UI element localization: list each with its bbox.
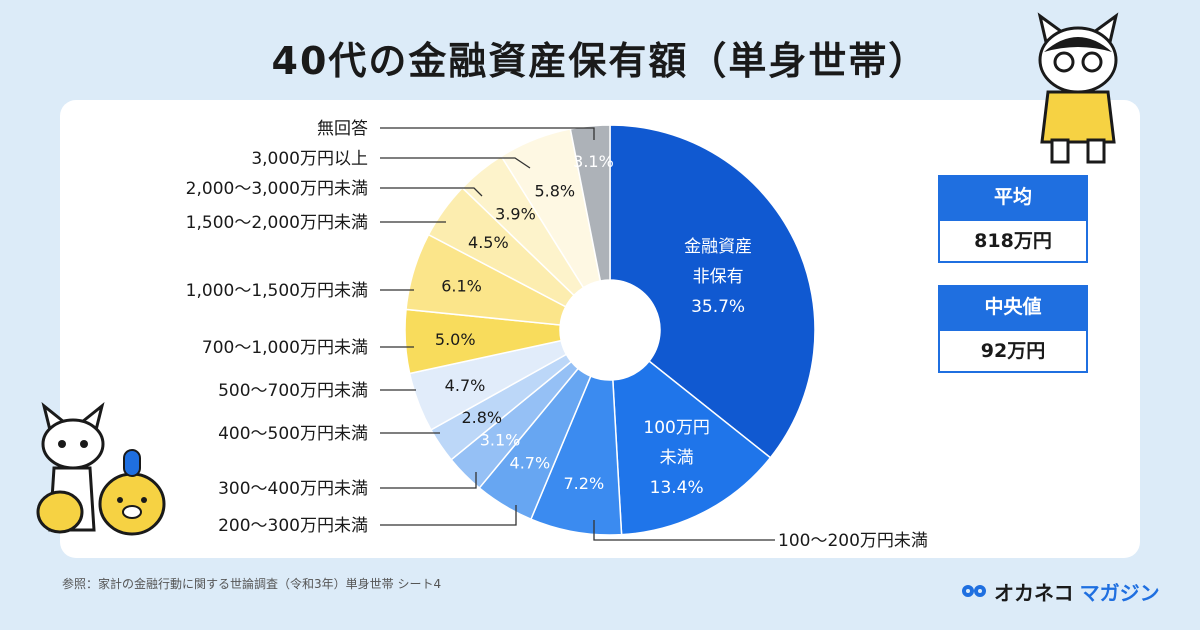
slice-value-label: 4.5% (468, 233, 509, 252)
slice-value-label: 5.8% (534, 182, 575, 201)
category-label: 1,000〜1,500万円未満 (186, 281, 368, 301)
pie-slice (569, 124, 611, 282)
pie-slice (612, 360, 772, 536)
average-label: 平均 (938, 175, 1088, 219)
median-value: 92万円 (938, 329, 1088, 373)
category-label: 200〜300万円未満 (218, 516, 368, 536)
leader-line (380, 187, 483, 197)
slice-inner-label: 35.7% (691, 297, 745, 317)
leader-line (380, 505, 517, 526)
slice-inner-label: 未満 (660, 448, 694, 468)
slice-inner-label: 非保有 (693, 267, 744, 287)
slice-value-label: 2.8% (461, 408, 502, 427)
average-box: 平均 818万円 (938, 175, 1088, 263)
slice-value-label: 3.9% (495, 205, 536, 224)
slice-value-label: 4.7% (445, 376, 486, 395)
cat-piggybank-icon (36, 402, 166, 536)
leader-line (380, 127, 595, 140)
brand-prefix: オカネコ (994, 581, 1074, 605)
slice-value-label: 4.7% (510, 454, 551, 473)
slice-value-label: 6.1% (441, 276, 482, 295)
slice-value-label: 3.1% (573, 152, 614, 171)
leader-line (593, 520, 775, 541)
category-label: 1,500〜2,000万円未満 (186, 213, 368, 233)
slice-inner-label: 13.4% (650, 478, 704, 498)
category-label: 2,000〜3,000万円未満 (186, 179, 368, 199)
category-label: 500〜700万円未満 (218, 381, 368, 401)
average-value: 818万円 (938, 219, 1088, 263)
slice-inner-label: 100万円 (643, 418, 709, 438)
median-box: 中央値 92万円 (938, 285, 1088, 373)
category-label: 100〜200万円未満 (778, 531, 928, 551)
median-label: 中央値 (938, 285, 1088, 329)
slice-value-label: 7.2% (564, 474, 605, 493)
slice-value-label: 3.1% (480, 430, 521, 449)
leader-line (380, 157, 531, 169)
category-label: 無回答 (317, 119, 368, 139)
leader-line (380, 472, 477, 489)
cat-mascot-top-icon (1037, 12, 1119, 164)
brand-logo[interactable]: オカネコ マガジン (962, 577, 1160, 606)
slice-inner-label: 金融資産 (684, 237, 752, 257)
category-label: 300〜400万円未満 (218, 479, 368, 499)
chart-title: 40代の金融資産保有額（単身世帯） (271, 39, 929, 83)
category-label: 3,000万円以上 (251, 149, 368, 169)
category-label: 700〜1,000万円未満 (202, 338, 368, 358)
category-label: 400〜500万円未満 (218, 424, 368, 444)
source-note: 参照：家計の金融行動に関する世論調査（令和3年）単身世帯 シート4 (62, 577, 442, 591)
pie-slice (609, 124, 816, 459)
logo-icon (962, 583, 988, 601)
brand-suffix: マガジン (1079, 581, 1160, 605)
slice-value-label: 5.0% (435, 330, 476, 349)
